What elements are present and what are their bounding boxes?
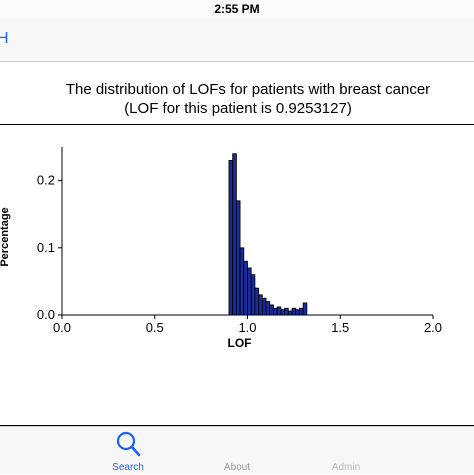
histogram-bar <box>299 307 304 316</box>
x-axis-label: LOF <box>228 336 252 350</box>
x-tick-label: 1.5 <box>331 320 349 335</box>
histogram-bar <box>232 153 237 316</box>
tab-about-label: About <box>223 462 251 473</box>
x-tick-label: 0.0 <box>53 320 71 335</box>
histogram-bar <box>243 260 248 316</box>
histogram-bar <box>250 274 256 316</box>
histogram-bar <box>302 302 308 316</box>
histogram-bar <box>291 307 297 316</box>
y-tick-label: 0.2 <box>37 173 55 188</box>
y-tick-label: 0.0 <box>37 307 55 322</box>
chart-frame: 0.0 0.5 1.0 1.5 2.0 0.0 0.1 0.2 LOF Percentage <box>0 124 474 426</box>
y-axis-label: Percentage <box>0 207 11 266</box>
histogram-bar <box>284 307 289 316</box>
histogram-bar <box>258 294 263 316</box>
nav-back-button[interactable]: H <box>0 30 9 47</box>
x-tick-label: 0.5 <box>146 320 164 335</box>
tab-search-label: Search <box>112 462 144 473</box>
x-tick-label: 1.0 <box>238 320 256 335</box>
tab-search[interactable]: Search <box>88 427 168 475</box>
histogram-bar <box>228 160 234 316</box>
histogram-bar <box>261 297 267 316</box>
histogram-bar <box>265 301 271 316</box>
status-time: 2:55 PM <box>214 2 260 16</box>
histogram-bar <box>235 200 241 316</box>
histogram-bar <box>269 304 274 316</box>
histogram-bar <box>280 309 286 316</box>
histogram-bar <box>254 287 260 316</box>
tab-bar: Search About Admin <box>0 426 474 474</box>
search-icon <box>116 431 141 457</box>
histogram-bar <box>287 310 293 316</box>
histogram-bar <box>276 306 282 316</box>
x-tick-label: 2.0 <box>424 320 442 335</box>
histogram-bar <box>247 267 252 316</box>
chart-title-line2: (LOF for this patient is 0.9253127) <box>124 100 352 117</box>
status-bar: 2:55 PM <box>0 0 474 18</box>
nav-bar: H <box>0 18 474 62</box>
chart-title-line1: The distribution of LOFs for patients wi… <box>65 81 431 98</box>
tab-admin-label: Admin <box>331 462 361 473</box>
tab-about[interactable]: About <box>197 427 277 475</box>
tab-admin[interactable]: Admin <box>306 427 386 475</box>
histogram-bar <box>273 307 278 316</box>
histogram-bar <box>295 309 300 316</box>
histogram-bar <box>239 247 245 316</box>
lof-histogram: 0.0 0.5 1.0 1.5 2.0 0.0 0.1 0.2 LOF Percentage <box>0 147 442 350</box>
y-tick-label: 0.1 <box>37 240 55 255</box>
